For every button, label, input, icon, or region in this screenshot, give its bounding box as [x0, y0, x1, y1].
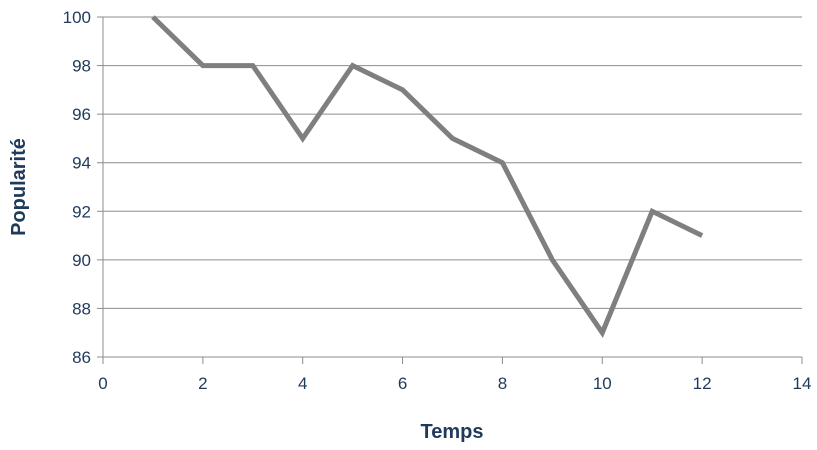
axes — [97, 16, 803, 364]
series-line-0 — [151, 15, 704, 338]
x-tick-label: 6 — [398, 374, 407, 393]
series-lines — [151, 15, 704, 338]
y-tick-label: 88 — [72, 299, 91, 318]
y-tick-label: 86 — [72, 348, 91, 367]
y-tick-label: 94 — [72, 154, 91, 173]
y-tick-label: 98 — [72, 57, 91, 76]
x-tick-label: 0 — [98, 374, 107, 393]
y-tick-label: 92 — [72, 202, 91, 221]
x-tick-label: 10 — [593, 374, 612, 393]
x-tick-label: 8 — [498, 374, 507, 393]
y-axis-title: Popularité — [8, 138, 30, 236]
x-tick-label: 14 — [793, 374, 812, 393]
y-tick-label: 100 — [63, 8, 91, 27]
gridlines — [103, 16, 802, 309]
y-tick-label: 90 — [72, 251, 91, 270]
x-tick-label: 12 — [693, 374, 712, 393]
x-tick-label: 2 — [198, 374, 207, 393]
tick-labels: 86 88 90 92 94 96 98 100 0 2 4 6 8 10 12 14 — [63, 8, 812, 393]
x-tick-label: 4 — [298, 374, 307, 393]
y-tick-label: 96 — [72, 105, 91, 124]
x-axis-title: Temps — [421, 421, 484, 443]
